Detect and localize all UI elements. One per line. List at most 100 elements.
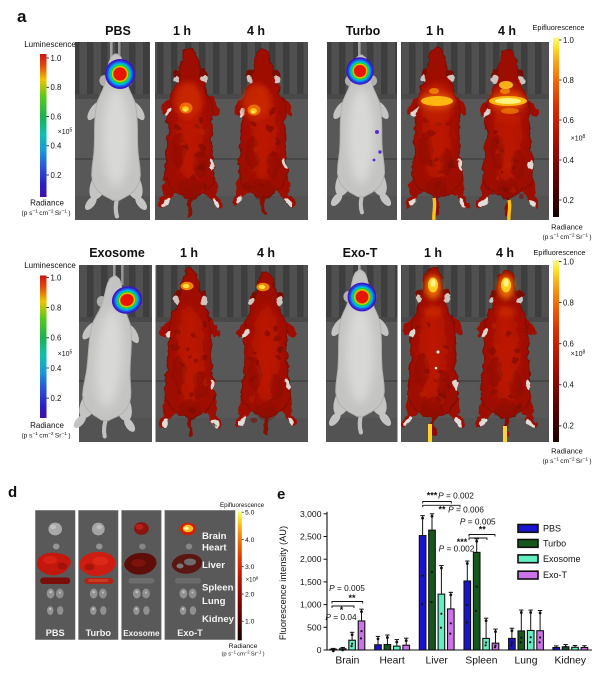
svg-text:Epifluorescence: Epifluorescence bbox=[220, 502, 265, 509]
svg-text:P = 0.002: P = 0.002 bbox=[439, 544, 475, 554]
svg-text:0.2: 0.2 bbox=[563, 422, 574, 431]
svg-text:Turbo: Turbo bbox=[86, 628, 112, 638]
svg-text:Fluorescence intensity (AU): Fluorescence intensity (AU) bbox=[278, 526, 288, 640]
svg-text:Exo-T: Exo-T bbox=[343, 246, 378, 260]
svg-text:Epifluorescence: Epifluorescence bbox=[533, 23, 585, 32]
svg-text:Radiance: Radiance bbox=[551, 447, 583, 456]
svg-text:(p s−1 cm−2 Sr−1 ): (p s−1 cm−2 Sr−1 ) bbox=[542, 233, 591, 241]
svg-text:5.0: 5.0 bbox=[245, 510, 255, 517]
svg-text:Kidney: Kidney bbox=[202, 614, 235, 625]
svg-text:0.6: 0.6 bbox=[563, 116, 574, 125]
svg-text:0.2: 0.2 bbox=[563, 196, 574, 205]
svg-text:Spleen: Spleen bbox=[465, 656, 497, 667]
svg-text:Radiance: Radiance bbox=[229, 643, 258, 650]
svg-text:0.6: 0.6 bbox=[51, 112, 62, 121]
svg-text:1.0: 1.0 bbox=[51, 273, 63, 282]
svg-text:PBS: PBS bbox=[105, 24, 131, 38]
svg-text:PBS: PBS bbox=[543, 524, 561, 534]
svg-text:3,000: 3,000 bbox=[300, 509, 322, 519]
svg-text:Exosome: Exosome bbox=[89, 246, 145, 260]
svg-text:Lung: Lung bbox=[515, 656, 538, 667]
svg-text:Luminescence: Luminescence bbox=[24, 261, 76, 270]
svg-text:(p s−1 cm−2 Sr−1 ): (p s−1 cm−2 Sr−1 ) bbox=[21, 431, 70, 439]
svg-text:0.6: 0.6 bbox=[563, 340, 574, 349]
svg-text:0.8: 0.8 bbox=[563, 298, 574, 307]
svg-text:Radiance: Radiance bbox=[30, 199, 64, 208]
svg-text:(p s−1 cm−2 Sr−1 ): (p s−1 cm−2 Sr−1 ) bbox=[542, 457, 591, 465]
svg-text:e: e bbox=[277, 486, 285, 503]
svg-text:**: ** bbox=[479, 525, 487, 535]
svg-text:0.2: 0.2 bbox=[51, 171, 62, 180]
svg-text:1.0: 1.0 bbox=[245, 619, 255, 626]
svg-text:Turbo: Turbo bbox=[543, 539, 566, 549]
svg-text:Brain: Brain bbox=[335, 656, 359, 667]
svg-text:2.0: 2.0 bbox=[245, 591, 255, 598]
svg-text:×105: ×105 bbox=[58, 350, 73, 358]
svg-text:P = 0.006: P = 0.006 bbox=[448, 505, 484, 515]
svg-text:1 h: 1 h bbox=[173, 24, 191, 38]
svg-text:Radiance: Radiance bbox=[30, 421, 64, 430]
svg-text:Exosome: Exosome bbox=[543, 554, 581, 564]
svg-text:*: * bbox=[340, 605, 344, 615]
svg-text:4 h: 4 h bbox=[257, 246, 275, 260]
svg-text:1,500: 1,500 bbox=[300, 577, 322, 587]
svg-text:0.4: 0.4 bbox=[51, 364, 63, 373]
svg-text:P = 0.002: P = 0.002 bbox=[438, 491, 474, 501]
svg-text:Heart: Heart bbox=[202, 543, 227, 554]
svg-text:0.4: 0.4 bbox=[563, 156, 575, 165]
svg-text:0.8: 0.8 bbox=[51, 83, 62, 92]
svg-text:***: *** bbox=[457, 537, 468, 547]
svg-text:0.8: 0.8 bbox=[51, 303, 62, 312]
svg-text:P = 0.005: P = 0.005 bbox=[329, 583, 365, 593]
svg-text:Brain: Brain bbox=[202, 531, 227, 542]
svg-text:0.2: 0.2 bbox=[51, 394, 62, 403]
svg-text:4 h: 4 h bbox=[498, 24, 516, 38]
svg-text:d: d bbox=[8, 484, 17, 501]
svg-text:Lung: Lung bbox=[202, 596, 226, 607]
svg-text:0: 0 bbox=[317, 645, 322, 655]
svg-text:***: *** bbox=[427, 491, 438, 501]
svg-text:1.0: 1.0 bbox=[563, 36, 575, 45]
svg-text:1,000: 1,000 bbox=[300, 600, 322, 610]
svg-text:Heart: Heart bbox=[380, 656, 405, 667]
svg-text:PBS: PBS bbox=[46, 628, 65, 638]
svg-text:Exo-T: Exo-T bbox=[543, 570, 568, 580]
svg-text:Exo-T: Exo-T bbox=[177, 628, 203, 638]
svg-text:×108: ×108 bbox=[571, 350, 586, 358]
svg-text:Epifluorescence: Epifluorescence bbox=[534, 248, 586, 257]
svg-text:1 h: 1 h bbox=[426, 24, 444, 38]
svg-text:500: 500 bbox=[307, 622, 322, 632]
svg-text:0.4: 0.4 bbox=[51, 142, 63, 151]
svg-text:1 h: 1 h bbox=[424, 246, 442, 260]
svg-text:0.6: 0.6 bbox=[51, 334, 62, 343]
svg-text:Exosome: Exosome bbox=[123, 629, 160, 638]
svg-text:Liver: Liver bbox=[202, 560, 225, 571]
svg-text:P = 0.005: P = 0.005 bbox=[460, 517, 496, 527]
svg-text:(p s−1 cm−2 Sr−1 ): (p s−1 cm−2 Sr−1 ) bbox=[222, 650, 265, 658]
svg-text:×108: ×108 bbox=[571, 134, 586, 142]
svg-text:Radiance: Radiance bbox=[551, 223, 583, 232]
svg-text:**: ** bbox=[348, 593, 356, 603]
svg-text:×105: ×105 bbox=[58, 128, 73, 136]
svg-text:×108: ×108 bbox=[246, 576, 259, 584]
svg-text:Turbo: Turbo bbox=[346, 24, 381, 38]
svg-text:(p s−1 cm−2 Sr−1 ): (p s−1 cm−2 Sr−1 ) bbox=[21, 209, 70, 217]
svg-text:3.0: 3.0 bbox=[245, 564, 255, 571]
svg-text:Kidney: Kidney bbox=[555, 656, 587, 667]
svg-text:1.0: 1.0 bbox=[51, 54, 63, 63]
svg-text:2,500: 2,500 bbox=[300, 532, 322, 542]
svg-text:**: ** bbox=[438, 505, 446, 515]
svg-text:0.4: 0.4 bbox=[563, 381, 575, 390]
svg-text:4 h: 4 h bbox=[247, 24, 265, 38]
svg-text:4 h: 4 h bbox=[496, 246, 514, 260]
svg-text:2,000: 2,000 bbox=[300, 554, 322, 564]
svg-text:1 h: 1 h bbox=[180, 246, 198, 260]
svg-text:1.0: 1.0 bbox=[563, 257, 575, 266]
svg-text:Liver: Liver bbox=[426, 656, 449, 667]
svg-text:a: a bbox=[17, 7, 27, 26]
svg-text:P = 0.04: P = 0.04 bbox=[325, 612, 357, 622]
svg-text:Luminescence: Luminescence bbox=[24, 40, 76, 49]
svg-text:Spleen: Spleen bbox=[202, 583, 234, 594]
svg-text:4.0: 4.0 bbox=[245, 537, 255, 544]
svg-text:0.8: 0.8 bbox=[563, 76, 574, 85]
